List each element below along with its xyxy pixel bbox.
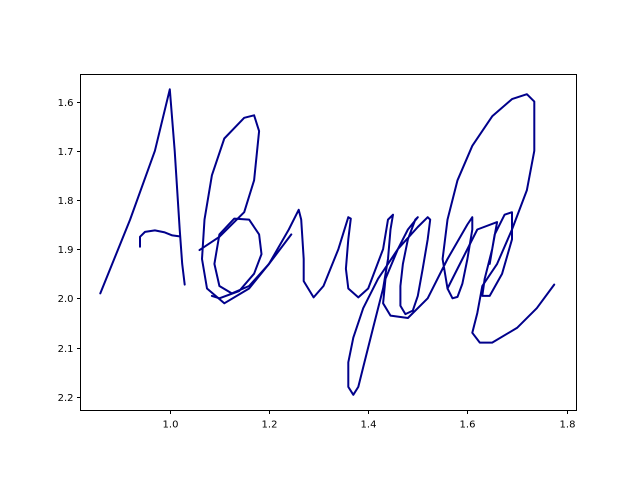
x-axis: 1.0 1.2 1.4 1.6 1.8 [163, 410, 576, 431]
plot-lines [99, 88, 556, 396]
y-tick-label: 1.9 [58, 245, 74, 256]
x-tick-label: 1.6 [460, 420, 476, 431]
y-axis: 1.6 1.7 1.8 1.9 2.0 2.1 2.2 [58, 98, 81, 404]
y-tick-label: 2.1 [58, 344, 74, 355]
y-tick-label: 1.8 [58, 196, 74, 207]
y-tick-label: 2.0 [58, 294, 74, 305]
y-tick-label: 1.6 [58, 98, 74, 109]
series-line-stroke-2 [139, 229, 181, 248]
x-tick-label: 1.4 [361, 420, 377, 431]
x-tick-label: 1.0 [163, 420, 179, 431]
y-tick-label: 2.2 [58, 393, 74, 404]
y-tick-label: 1.7 [58, 147, 74, 158]
series-line-stroke-5 [210, 217, 293, 300]
x-tick-label: 1.2 [262, 420, 278, 431]
series-line-stroke-4 [446, 211, 513, 297]
series-line-stroke-1 [99, 88, 186, 295]
x-tick-label: 1.8 [560, 420, 576, 431]
series-line-stroke-3 [198, 93, 556, 396]
plot-frame [80, 74, 577, 411]
